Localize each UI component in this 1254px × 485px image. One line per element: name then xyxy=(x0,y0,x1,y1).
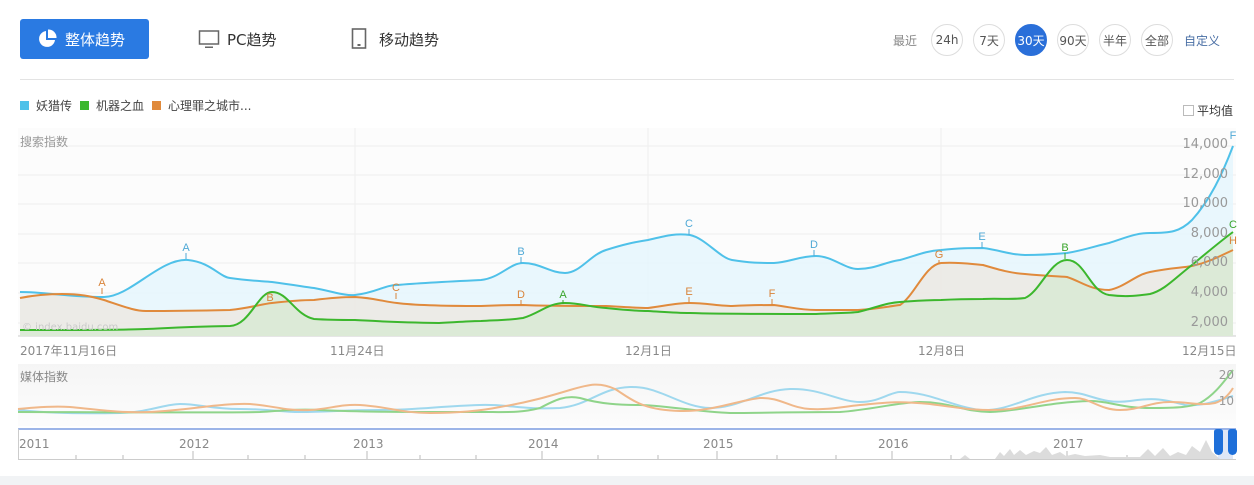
legend-swatch-orange xyxy=(152,101,162,110)
tab-overall-trend[interactable]: 整体趋势 xyxy=(20,19,149,59)
y-tick: 10,000 xyxy=(1182,196,1229,211)
tab-pc-trend[interactable]: PC趋势 xyxy=(198,27,277,51)
legend-item-xinlizui[interactable]: 心理罪之城市... xyxy=(152,97,251,114)
custom-range-link[interactable]: 自定义 xyxy=(1184,33,1221,48)
timeline-left-handle[interactable] xyxy=(1214,429,1223,455)
tablet-icon xyxy=(351,28,367,49)
timeline-year: 2017 xyxy=(1053,437,1084,451)
timeline-navigator[interactable] xyxy=(18,428,1236,460)
average-checkbox[interactable] xyxy=(1183,105,1194,116)
svg-text:A: A xyxy=(98,277,106,289)
y-tick: 4,000 xyxy=(1190,285,1228,300)
range-all-button[interactable]: 全部 xyxy=(1141,24,1174,56)
watermark: © index.baidu.com xyxy=(22,322,119,333)
range-label: 最近 xyxy=(893,33,918,48)
timeline-year: 2015 xyxy=(703,437,734,451)
svg-text:B: B xyxy=(1061,242,1068,254)
svg-text:B: B xyxy=(517,246,524,258)
range-30d-button[interactable]: 30天 xyxy=(1015,24,1048,56)
legend-label: 心理罪之城市... xyxy=(168,99,252,113)
legend-swatch-green xyxy=(80,101,90,110)
range-24h-button[interactable]: 24h xyxy=(931,24,964,56)
header-divider xyxy=(20,79,1234,80)
x-tick: 12月8日 xyxy=(918,344,965,358)
timeline-year: 2011 xyxy=(19,437,50,451)
legend-item-yaoliezhuan[interactable]: 妖猎传 xyxy=(20,97,72,114)
svg-text:E: E xyxy=(978,231,985,243)
svg-text:G: G xyxy=(935,249,944,261)
toolbar: 整体趋势 PC趋势 移动趋势 最近 24h 7天 30天 90天 半年 全部 自… xyxy=(0,0,1254,80)
annotations-orange: A B C D E F G H xyxy=(98,235,1237,305)
x-tick: 2017年11月16日 xyxy=(20,344,118,358)
x-tick: 12月15日 xyxy=(1182,344,1237,358)
svg-text:A: A xyxy=(559,289,567,301)
media-index-chart[interactable] xyxy=(0,362,1254,428)
x-tick: 12月1日 xyxy=(625,344,672,358)
y-tick: 2,000 xyxy=(1190,315,1228,330)
legend-item-jiqizhixue[interactable]: 机器之血 xyxy=(80,97,144,114)
media-index-background xyxy=(18,364,1236,426)
svg-text:C: C xyxy=(685,218,693,230)
svg-text:A: A xyxy=(182,242,190,254)
svg-text:D: D xyxy=(517,289,525,301)
media-y-tick: 20 xyxy=(1218,368,1234,382)
tab-pc-label: PC趋势 xyxy=(227,30,277,49)
svg-text:B: B xyxy=(266,292,273,304)
search-index-chart[interactable]: A B C D E F A B C D E F G H A B C xyxy=(0,120,1254,340)
y-tick: 14,000 xyxy=(1182,137,1229,152)
range-7d-button[interactable]: 7天 xyxy=(973,24,1006,56)
search-index-title: 搜索指数 xyxy=(20,135,69,149)
series-line-yaoliezhuan xyxy=(19,145,1234,299)
y-tick: 8,000 xyxy=(1190,226,1228,241)
range-90d-button[interactable]: 90天 xyxy=(1057,24,1090,56)
timeline-year: 2014 xyxy=(528,437,559,451)
tab-overall-label: 整体趋势 xyxy=(65,30,126,49)
chart-legend: 妖猎传 机器之血 心理罪之城市... xyxy=(20,97,259,114)
timeline-year: 2012 xyxy=(179,437,210,451)
y-tick: 12,000 xyxy=(1182,167,1229,182)
average-toggle[interactable]: 平均值 xyxy=(1183,102,1233,119)
timeline-year: 2016 xyxy=(878,437,909,451)
timeline-year: 2013 xyxy=(353,437,384,451)
svg-text:D: D xyxy=(810,239,818,251)
svg-text:C: C xyxy=(1229,219,1237,231)
y-tick: 6,000 xyxy=(1190,255,1228,270)
pie-chart-icon xyxy=(39,29,57,47)
media-y-tick: 10 xyxy=(1218,394,1234,408)
legend-label: 妖猎传 xyxy=(36,99,73,113)
svg-text:H: H xyxy=(1229,235,1237,247)
series-line-xinlizui xyxy=(19,249,1234,313)
page-footer-strip xyxy=(0,476,1254,485)
tab-mobile-trend[interactable]: 移动趋势 xyxy=(351,27,439,51)
annotations-green: A B C xyxy=(559,219,1237,304)
svg-text:C: C xyxy=(392,282,400,294)
tab-mobile-label: 移动趋势 xyxy=(379,30,440,49)
svg-text:E: E xyxy=(685,286,692,298)
annotations-blue: A B C D E F xyxy=(182,130,1237,263)
x-tick: 11月24日 xyxy=(330,344,385,358)
legend-label: 机器之血 xyxy=(96,99,145,113)
timeline-right-handle[interactable] xyxy=(1228,429,1237,455)
average-label: 平均值 xyxy=(1197,104,1234,118)
series-line-jiqizhixue xyxy=(19,231,1234,331)
range-half-year-button[interactable]: 半年 xyxy=(1099,24,1132,56)
monitor-icon xyxy=(198,30,220,48)
time-range-selector: 最近 24h 7天 30天 90天 半年 全部 自定义 xyxy=(893,24,1220,56)
svg-text:F: F xyxy=(1230,130,1237,142)
legend-swatch-blue xyxy=(20,101,29,110)
svg-text:F: F xyxy=(769,288,776,300)
series-area-jiqizhixue xyxy=(20,232,1233,336)
media-index-title: 媒体指数 xyxy=(20,370,69,384)
